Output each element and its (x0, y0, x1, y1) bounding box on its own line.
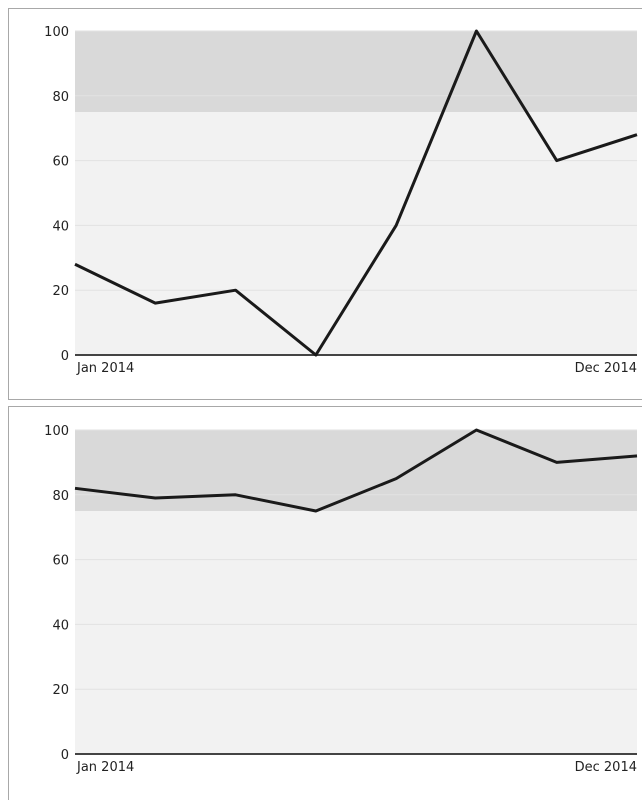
y-axis-ticks: 0 20 40 60 80 100 (44, 424, 69, 763)
y-tick-label: 100 (44, 424, 69, 439)
y-tick-label: 20 (52, 284, 69, 299)
series-line (74, 29, 638, 357)
x-tick-label-first: Jan 2014 (76, 361, 134, 376)
y-axis-ticks: 0 20 40 60 80 100 (44, 25, 69, 364)
chart-panel-top: 0 20 40 60 80 100 Jan 2014 Dec 2014 (8, 8, 642, 400)
y-tick-label: 80 (52, 90, 69, 105)
y-tick-label: 40 (52, 618, 69, 633)
line-chart-bottom: 0 20 40 60 80 100 Jan 2014 Dec 2014 (44, 424, 638, 775)
x-tick-label-last: Dec 2014 (575, 760, 637, 775)
y-tick-label: 40 (52, 219, 69, 234)
y-tick-label: 100 (44, 25, 69, 40)
y-tick-label: 80 (52, 489, 69, 504)
chart-panel-bottom: 0 20 40 60 80 100 Jan 2014 Dec 2014 (8, 406, 642, 800)
gridlines (75, 30, 637, 291)
y-tick-label: 0 (61, 349, 69, 364)
target-band (75, 31, 637, 112)
line-chart-top: 0 20 40 60 80 100 Jan 2014 Dec 2014 (44, 25, 638, 376)
y-tick-label: 60 (52, 554, 69, 569)
y-tick-label: 0 (61, 748, 69, 763)
x-tick-label-first: Jan 2014 (76, 760, 134, 775)
series-line (74, 428, 638, 513)
x-tick-label-last: Dec 2014 (575, 361, 637, 376)
y-tick-label: 20 (52, 683, 69, 698)
y-tick-label: 60 (52, 155, 69, 170)
